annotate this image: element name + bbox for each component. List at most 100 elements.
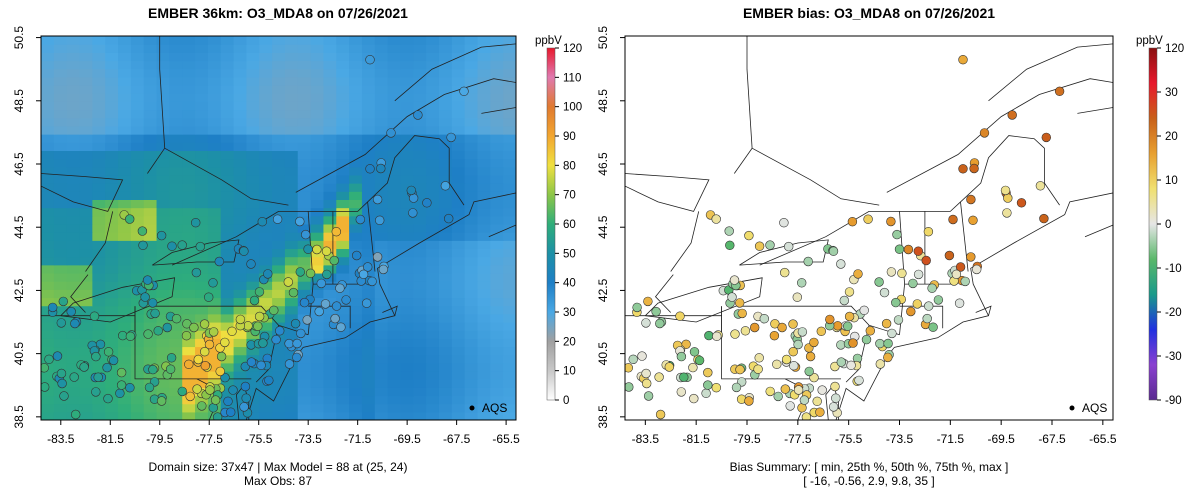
obs-point: [269, 305, 279, 315]
heatmap-cell: [361, 330, 376, 339]
heatmap-cell: [92, 117, 106, 127]
heatmap-cell: [464, 36, 479, 45]
heatmap-cell: [182, 93, 196, 102]
heatmap-cell: [53, 362, 68, 372]
heatmap-cell: [310, 387, 325, 397]
heatmap-cell: [169, 166, 183, 176]
heatmap-cell: [53, 240, 68, 250]
heatmap-cell: [490, 305, 504, 315]
heatmap-cell: [426, 166, 440, 176]
heatmap-cell: [92, 150, 106, 160]
heatmap-cell: [156, 199, 170, 209]
heatmap-cell: [426, 387, 440, 397]
heatmap-cell: [490, 313, 504, 323]
heatmap-cell: [387, 379, 402, 388]
heatmap-cell: [220, 215, 235, 225]
heatmap-cell: [207, 191, 222, 200]
heatmap-cell: [503, 232, 516, 241]
bias-point: [765, 386, 775, 397]
heatmap-cell: [477, 240, 491, 250]
heatmap-cell: [426, 52, 440, 62]
bias-point: [727, 292, 737, 302]
heatmap-cell: [323, 36, 337, 45]
heatmap-cell: [233, 346, 248, 356]
heatmap-cell: [451, 264, 466, 274]
heatmap-cell: [169, 223, 183, 233]
obs-point: [341, 295, 351, 305]
heatmap-cell: [233, 411, 248, 420]
heatmap-cell: [92, 166, 106, 176]
heatmap-cell: [400, 370, 414, 380]
heatmap-cell: [233, 134, 248, 143]
bias-point: [859, 305, 869, 315]
heatmap-cell: [464, 207, 479, 217]
heatmap-cell: [130, 272, 145, 282]
heatmap-cell: [490, 142, 504, 151]
heatmap-cell: [53, 134, 68, 143]
heatmap-cell: [464, 85, 479, 94]
boundary-line: [1084, 192, 1113, 238]
heatmap-cell: [105, 330, 119, 339]
basemap-lines: [625, 36, 1113, 420]
heatmap-cell: [272, 52, 286, 62]
heatmap-cell: [400, 199, 414, 209]
heatmap-cell: [66, 207, 81, 217]
heatmap-cell: [130, 215, 145, 225]
heatmap-cell: [284, 264, 299, 274]
heatmap-cell: [105, 313, 119, 323]
heatmap-cell: [207, 68, 222, 78]
heatmap-cell: [387, 223, 402, 233]
heatmap-cell: [490, 134, 504, 143]
heatmap-cell: [246, 76, 260, 86]
heatmap-cell: [490, 199, 504, 209]
heatmap-cell: [66, 313, 81, 323]
heatmap-cell: [79, 191, 93, 200]
heatmap-cell: [143, 60, 158, 70]
heatmap-cell: [66, 101, 81, 111]
heatmap-cell: [361, 125, 376, 135]
heatmap-cell: [310, 125, 325, 135]
heatmap-cell: [195, 207, 209, 217]
obs-point: [292, 352, 302, 363]
obs-point: [116, 380, 127, 390]
heatmap-cell: [464, 150, 479, 160]
heatmap-cell: [66, 117, 81, 127]
heatmap-cell: [53, 174, 68, 184]
bias-point: [923, 301, 934, 311]
heatmap-cell: [374, 330, 389, 339]
colorbar-tick-label: 110: [563, 72, 581, 84]
bias-point: [875, 359, 885, 369]
heatmap-cell: [503, 248, 516, 258]
heatmap-cell: [207, 117, 222, 127]
heatmap-cell: [66, 330, 81, 339]
heatmap-cell: [336, 134, 350, 143]
heatmap-cell: [118, 117, 132, 127]
heatmap-cell: [387, 264, 402, 274]
heatmap-cell: [477, 191, 491, 200]
colorbar-tick-label: 70: [563, 190, 576, 202]
heatmap-cell: [310, 223, 325, 233]
obs-point: [292, 338, 302, 349]
obs-point: [284, 338, 294, 349]
bias-point: [793, 339, 803, 350]
heatmap-cell: [336, 109, 350, 119]
heatmap-cell: [259, 248, 273, 258]
heatmap-cell: [490, 297, 504, 307]
heatmap-cell: [387, 142, 402, 151]
heatmap-cell: [272, 370, 286, 380]
heatmap-cell: [105, 305, 119, 315]
bias-point: [817, 385, 827, 395]
heatmap-cell: [387, 109, 402, 119]
bias-point: [844, 311, 855, 322]
heatmap-cell: [53, 232, 68, 241]
heatmap-cell: [92, 199, 106, 209]
heatmap-cell: [426, 281, 440, 290]
colorbar-tick-label: 120: [563, 43, 582, 55]
heatmap-cell: [374, 395, 389, 405]
obs-point: [91, 351, 101, 362]
bias-point: [836, 259, 846, 269]
heatmap-cell: [130, 346, 145, 356]
y-tick-label: 46.5: [12, 152, 26, 176]
obs-point: [165, 364, 176, 374]
heatmap-cell: [169, 158, 183, 168]
